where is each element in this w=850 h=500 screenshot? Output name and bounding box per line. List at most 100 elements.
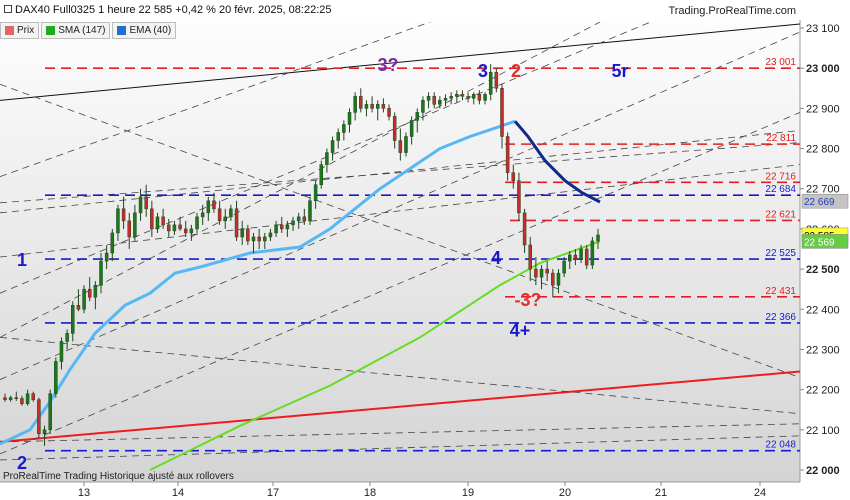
candle-body [505, 136, 510, 173]
candle-body [359, 96, 363, 109]
candle-body [279, 224, 284, 230]
candle-body [500, 88, 504, 137]
trendline-solid-top [0, 23, 800, 101]
x-tick-label: 21 [655, 487, 667, 499]
candle-body [296, 216, 301, 222]
y-tick-label: 22 200 [806, 385, 840, 397]
y-tick-label: 22 500 [806, 264, 840, 276]
candle-body [263, 236, 267, 242]
x-tick-label: 18 [364, 487, 376, 499]
candle-body [223, 216, 228, 222]
price-level-label: 22 684 [765, 184, 796, 195]
y-tick-label: 22 000 [806, 465, 840, 477]
candle-body [342, 124, 346, 133]
price-level-label: 22 366 [765, 312, 796, 323]
candle-body [189, 228, 194, 234]
legend-item-ema[interactable]: EMA (40) [112, 22, 177, 39]
current-value-box [801, 193, 849, 209]
trendline-dashed [0, 142, 800, 204]
candle-body [93, 284, 98, 298]
wave-label: 1 [17, 250, 27, 270]
candle-body [291, 220, 295, 226]
candle-body [364, 104, 369, 109]
chart-title: DAX40 Full0325 1 heure 22 585 +0,42 % 20… [15, 4, 332, 16]
legend-item-sma[interactable]: SMA (147) [41, 22, 111, 39]
y-tick-label: 22 800 [806, 144, 840, 156]
candle-body [42, 429, 47, 435]
candle-body [381, 104, 386, 109]
candle-body [200, 212, 205, 218]
candle-body [121, 208, 126, 222]
candle-body [556, 272, 561, 286]
candle-body [104, 252, 109, 262]
candle-body [568, 254, 572, 262]
candle-body [206, 200, 211, 214]
candle-body [551, 272, 555, 286]
candle-body [579, 248, 583, 260]
candle-body [466, 96, 470, 99]
candle-body [31, 393, 35, 400]
candle-body [313, 184, 318, 202]
candle-body [257, 236, 261, 242]
x-tick-label: 19 [462, 487, 474, 499]
candle-body [302, 216, 307, 222]
candle-body [246, 228, 250, 242]
sma-swatch-icon [46, 26, 56, 35]
candle-body [415, 112, 420, 121]
legend-label: SMA (147) [58, 25, 106, 36]
candle-body [251, 236, 256, 242]
candle-body [584, 248, 589, 266]
legend-label: Prix [17, 25, 35, 36]
candle-body [48, 393, 52, 431]
wave-label: 5r [611, 61, 628, 81]
candle-body [99, 260, 103, 286]
candle-body [392, 116, 397, 141]
candle-body [76, 305, 81, 310]
candle-body [494, 71, 499, 89]
candle-body [596, 234, 600, 242]
x-tick-label: 17 [267, 487, 279, 499]
x-axis-ticks: 13 14 17 18 19 20 21 24 [78, 482, 766, 499]
instrument-menu-icon[interactable] [4, 5, 12, 14]
current-value-text: 22 569 [804, 237, 835, 248]
y-tick-label: 22 900 [806, 103, 840, 115]
legend-item-price[interactable]: Prix [0, 22, 40, 39]
candle-body [573, 254, 578, 260]
indicator-legend: Prix SMA (147) EMA (40) [0, 22, 178, 39]
price-level-label: 22 048 [765, 440, 796, 451]
candle-body [116, 208, 120, 234]
price-swatch-icon [5, 26, 14, 35]
moving-averages [0, 119, 601, 471]
candle-body [110, 232, 115, 254]
level-labels: 23 001 22 811 22 716 22 684 22 621 22 525 22 4… [765, 57, 796, 451]
candle-body [240, 228, 244, 238]
y-tick-label: 22 400 [806, 304, 840, 316]
candle-body [195, 216, 199, 230]
candle-body [308, 200, 312, 222]
y-tick-label: 23 100 [806, 23, 840, 35]
candle-body [472, 94, 476, 99]
candle-body [325, 152, 329, 165]
candle-body [370, 104, 374, 109]
price-level-label: 22 621 [765, 209, 796, 220]
candle-body [455, 94, 459, 97]
candle-body [387, 108, 391, 117]
candle-body [517, 180, 521, 214]
y-axis-panel [800, 0, 850, 500]
wave-label: -3? [515, 290, 542, 310]
y-axis-ticks: 22 000 22 100 22 200 22 300 22 400 22 500 22 6… [800, 23, 840, 477]
trendline-dashed [0, 31, 800, 380]
wave-label: 4+ [510, 320, 531, 340]
candle-body [460, 94, 465, 97]
price-level-label: 23 001 [765, 57, 796, 68]
footer-note: ProRealTime Trading Historique ajusté au… [3, 471, 234, 482]
candle-body [183, 228, 188, 234]
candle-body [150, 208, 154, 230]
candle-body [65, 333, 69, 342]
x-tick-label: 20 [559, 487, 571, 499]
wave-label: 3? [377, 55, 398, 75]
y-tick-label: 22 700 [806, 184, 840, 196]
candle-body [82, 288, 86, 310]
